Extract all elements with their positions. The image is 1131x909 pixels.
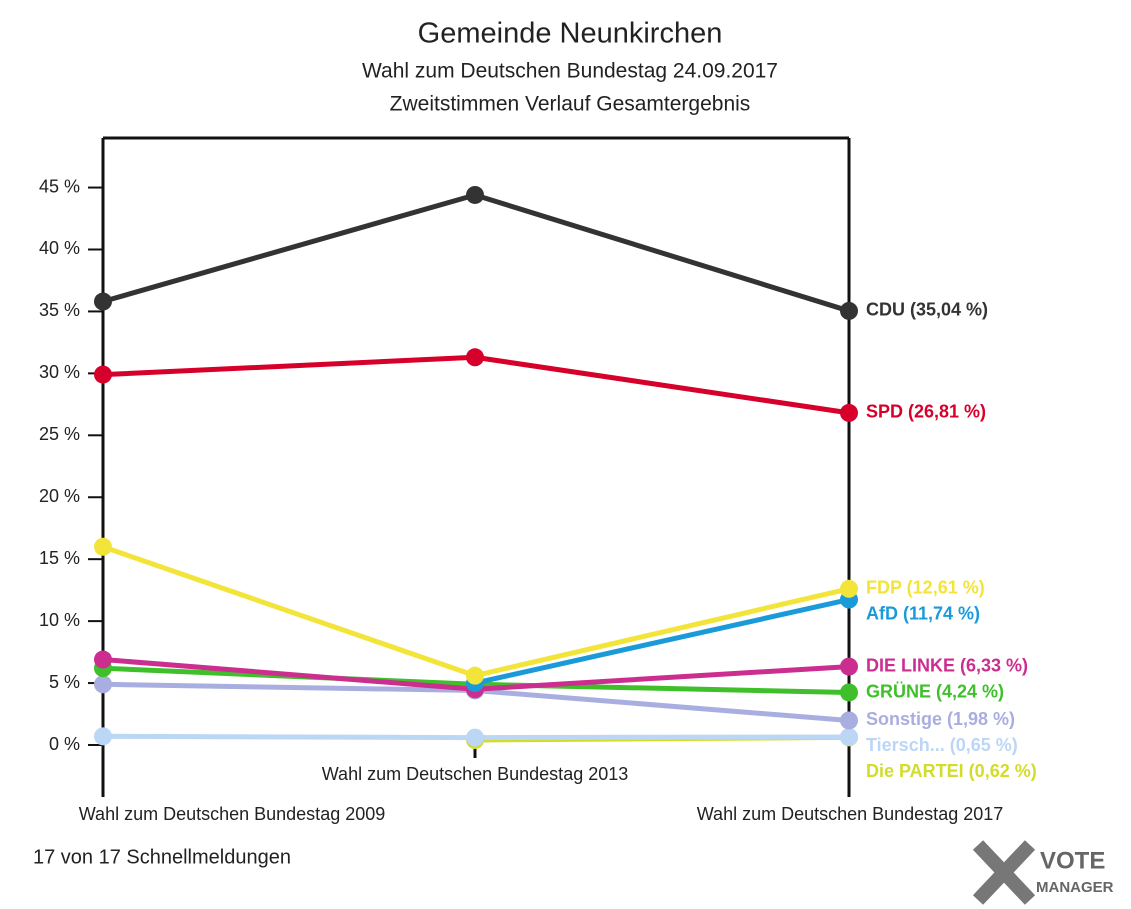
- data-point: [94, 365, 112, 384]
- value-label: DIE LINKE (6,33 %): [866, 655, 1028, 675]
- value-label: Tiersch... (0,65 %): [866, 735, 1018, 755]
- data-point: [840, 727, 858, 746]
- y-tick-label: 20 %: [39, 486, 80, 506]
- y-tick-label: 10 %: [39, 610, 80, 630]
- data-point: [840, 657, 858, 676]
- value-label: Die PARTEI (0,62 %): [866, 761, 1037, 781]
- data-point: [94, 675, 112, 694]
- value-label: CDU (35,04 %): [866, 300, 988, 320]
- y-tick-label: 35 %: [39, 300, 80, 320]
- value-label: SPD (26,81 %): [866, 402, 986, 422]
- x-tick-label: Wahl zum Deutschen Bundestag 2017: [697, 804, 1004, 824]
- data-point: [466, 348, 484, 367]
- data-point: [840, 711, 858, 730]
- series-line: [474, 597, 850, 686]
- logo-text: VOTE: [1040, 847, 1105, 874]
- logo-icon: [972, 840, 1036, 905]
- y-tick-label: 40 %: [39, 238, 80, 258]
- footer: 17 von 17 Schnellmeldungen: [33, 846, 291, 868]
- data-point: [840, 301, 858, 320]
- data-point: [840, 579, 858, 598]
- x-tick-label: Wahl zum Deutschen Bundestag 2013: [322, 764, 629, 784]
- value-label: Sonstige (1,98 %): [866, 709, 1015, 729]
- y-tick-label: 30 %: [39, 362, 80, 382]
- value-label: FDP (12,61 %): [866, 578, 985, 598]
- data-point: [466, 666, 484, 685]
- logo: VOTE MANAGER: [972, 840, 1114, 905]
- chart-title: Gemeinde Neunkirchen: [418, 18, 723, 50]
- data-point: [94, 292, 112, 311]
- logo-text: MANAGER: [1036, 879, 1114, 896]
- data-point: [94, 537, 112, 556]
- chart-subtitle: Zweitstimmen Verlauf Gesamtergebnis: [390, 93, 751, 116]
- value-label: AfD (11,74 %): [866, 604, 980, 624]
- series-line: [102, 544, 850, 679]
- y-tick-label: 5 %: [49, 672, 80, 692]
- x-tick-label: Wahl zum Deutschen Bundestag 2009: [79, 804, 386, 824]
- data-point: [94, 650, 112, 669]
- y-tick-label: 45 %: [39, 176, 80, 196]
- data-point: [840, 683, 858, 702]
- y-tick-label: 25 %: [39, 424, 80, 444]
- data-point: [94, 727, 112, 746]
- chart-subtitle: Wahl zum Deutschen Bundestag 24.09.2017: [362, 60, 778, 83]
- y-tick-label: 0 %: [49, 734, 80, 754]
- data-point: [840, 403, 858, 422]
- value-label: GRÜNE (4,24 %): [866, 681, 1004, 701]
- data-point: [466, 728, 484, 747]
- data-point: [466, 185, 484, 204]
- series-line: [102, 192, 850, 314]
- y-tick-label: 15 %: [39, 548, 80, 568]
